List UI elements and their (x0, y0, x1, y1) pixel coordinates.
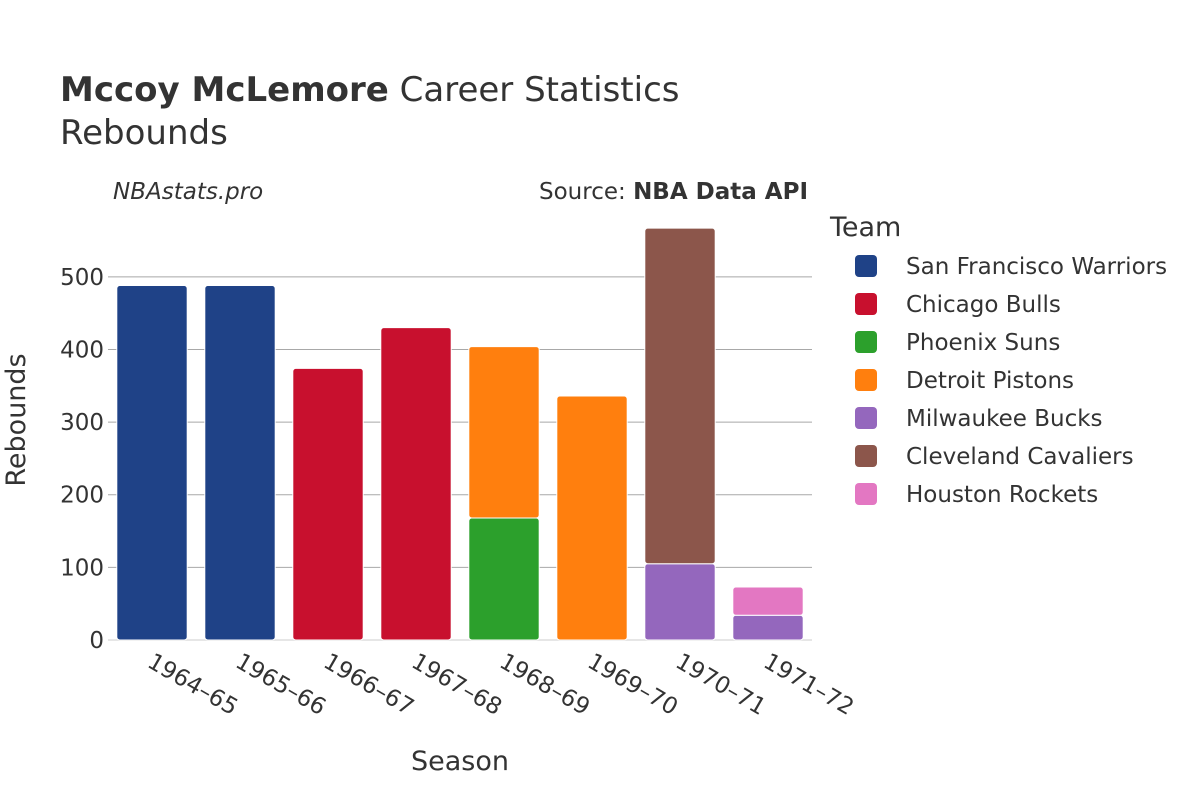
bar-segment (644, 563, 716, 641)
legend-label: Cleveland Cavaliers (906, 444, 1134, 470)
y-tick-label: 100 (60, 555, 104, 581)
y-tick-label: 300 (60, 410, 104, 436)
legend-swatch (855, 445, 877, 467)
legend-title: Team (829, 212, 901, 243)
title-player: Mccoy McLemore (60, 70, 389, 110)
x-tick-label: 1969–70 (583, 649, 682, 721)
legend-label: Chicago Bulls (906, 292, 1061, 318)
bar-segment (644, 227, 716, 565)
chart-subtitle: Rebounds (60, 113, 228, 153)
x-tick-label: 1966–67 (319, 649, 418, 721)
legend-label: San Francisco Warriors (906, 254, 1167, 280)
x-axis-title: Season (411, 746, 509, 777)
y-axis-ticks: 0 100 200 300 400 500 (60, 265, 104, 654)
legend-label: Detroit Pistons (906, 368, 1074, 394)
legend-swatch (855, 407, 877, 429)
x-tick-label: 1970–71 (671, 649, 770, 721)
legend: San Francisco Warriors Chicago Bulls Phoen… (855, 254, 1167, 508)
bar-segment (556, 395, 628, 641)
y-axis-title: Rebounds (1, 353, 32, 486)
source-credit: Source: NBA Data API (539, 179, 808, 205)
watermark: NBAstats.pro (113, 179, 263, 205)
legend-swatch (855, 331, 877, 353)
source-name: NBA Data API (633, 179, 808, 205)
x-tick-label: 1965–66 (231, 649, 330, 721)
x-tick-label: 1971–72 (759, 649, 858, 721)
y-tick-label: 0 (89, 628, 104, 654)
source-prefix: Source: (539, 179, 633, 205)
bar-segment (468, 346, 540, 519)
bar-segment (204, 285, 276, 641)
bar-segment (468, 517, 540, 641)
bar-segment (292, 367, 364, 641)
legend-swatch (855, 255, 877, 277)
y-tick-label: 200 (60, 483, 104, 509)
bar-segment (732, 586, 804, 616)
y-tick-label: 500 (60, 265, 104, 291)
legend-swatch (855, 483, 877, 505)
y-tick-label: 400 (60, 337, 104, 363)
legend-swatch (855, 293, 877, 315)
legend-label: Houston Rockets (906, 482, 1098, 508)
bar-segment (380, 327, 452, 641)
bar-segment (732, 614, 804, 641)
x-tick-label: 1964–65 (143, 649, 242, 721)
chart-title: Mccoy McLemore Career Statistics (60, 70, 680, 110)
x-tick-label: 1967–68 (407, 649, 506, 721)
legend-label: Phoenix Suns (906, 330, 1060, 356)
legend-label: Milwaukee Bucks (906, 406, 1103, 432)
bars (116, 227, 804, 641)
legend-swatch (855, 369, 877, 391)
bar-segment (116, 285, 188, 641)
title-suffix: Career Statistics (389, 70, 680, 110)
x-axis-ticks: 1964–651965–661966–671967–681968–691969–… (143, 649, 858, 721)
x-tick-label: 1968–69 (495, 649, 594, 721)
